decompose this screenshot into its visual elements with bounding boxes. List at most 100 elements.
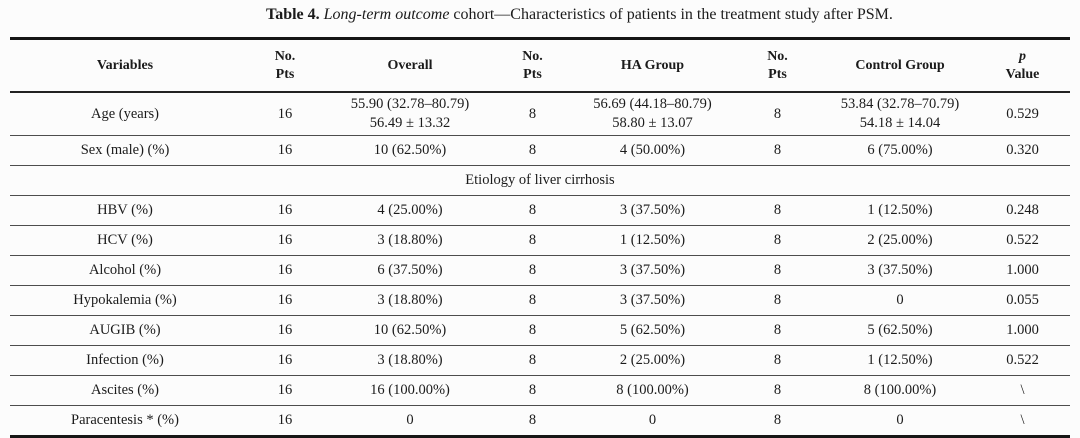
column-header-ha-group: HA Group (575, 38, 730, 94)
value-cell: 16 (240, 315, 330, 346)
value-cell: 8 (730, 135, 825, 166)
value-cell: 10 (62.50%) (330, 135, 490, 166)
column-header-overall: Overall (330, 38, 490, 94)
value-cell: 0.522 (975, 345, 1070, 376)
value-cell: 16 (100.00%) (330, 375, 490, 406)
variable-cell: Age (years) (10, 92, 240, 136)
table-row: Age (years) 16 55.90 (32.78–80.79) 56.49 ± … (10, 92, 1070, 136)
value-cell: 8 (490, 375, 575, 406)
value-cell: 8 (730, 225, 825, 256)
value-cell: 1 (12.50%) (825, 345, 975, 376)
table-row: AUGIB (%) 16 10 (62.50%) 8 5 (62.50%) 8 5 (62.… (10, 315, 1070, 346)
column-header-p-value: p Value (975, 38, 1070, 94)
value-cell: 16 (240, 195, 330, 226)
variable-cell: HBV (%) (10, 195, 240, 226)
value-cell: 55.90 (32.78–80.79) 56.49 ± 13.32 (330, 92, 490, 136)
value-cell: 16 (277, 411, 293, 428)
value-cell: 16 (240, 92, 330, 136)
value-cell: 0 (406, 411, 414, 428)
table-row: Paracentesis * (%) 16 0 8 0 8 0 \ (10, 405, 1070, 436)
value-cell: 3 (37.50%) (825, 255, 975, 286)
table-caption: Table 4. Long-term outcome cohort—Charac… (266, 5, 1072, 24)
value-cell: 3 (37.50%) (575, 285, 730, 316)
variable-cell: Paracentesis * (%) (71, 411, 179, 428)
value-cell: 5 (62.50%) (825, 315, 975, 346)
table-header: Variables No. Pts Overall No. Pts HA Group No. P… (10, 38, 1070, 94)
column-header-no-pts-control: No. Pts (730, 38, 825, 94)
variable-cell: Sex (male) (%) (10, 135, 240, 166)
value-cell: 6 (37.50%) (330, 255, 490, 286)
value-cell: 0.055 (975, 285, 1070, 316)
value-cell: 0.248 (975, 195, 1070, 226)
value-cell: 16 (240, 135, 330, 166)
table-body: Age (years) 16 55.90 (32.78–80.79) 56.49 ± … (10, 92, 1070, 436)
value-cell: 8 (730, 92, 825, 136)
value-cell: 4 (25.00%) (330, 195, 490, 226)
value-cell: 1.000 (975, 255, 1070, 286)
value-cell: 3 (18.80%) (330, 285, 490, 316)
patient-characteristics-table: Variables No. Pts Overall No. Pts HA Group No. P… (10, 37, 1070, 438)
table-row: Sex (male) (%) 16 10 (62.50%) 8 4 (50.00%) 8 6… (10, 135, 1070, 166)
value-cell: 56.69 (44.18–80.79) 58.80 ± 13.07 (575, 92, 730, 136)
variable-cell: AUGIB (%) (10, 315, 240, 346)
value-cell: 0.320 (975, 135, 1070, 166)
value-cell: 8 (490, 255, 575, 286)
value-cell: 10 (62.50%) (330, 315, 490, 346)
value-cell: 8 (490, 315, 575, 346)
table-row: Etiology of liver cirrhosis (10, 165, 1070, 196)
value-cell: 0 (896, 411, 904, 428)
value-cell: 16 (240, 345, 330, 376)
variable-cell: Infection (%) (10, 345, 240, 376)
value-cell: 1 (12.50%) (825, 195, 975, 226)
variable-cell: Ascites (%) (10, 375, 240, 406)
table-row: HBV (%) 16 4 (25.00%) 8 3 (37.50%) 8 1 (12.50%… (10, 195, 1070, 226)
column-header-no-pts-overall: No. Pts (240, 38, 330, 94)
variable-cell: HCV (%) (10, 225, 240, 256)
value-cell: 8 (490, 225, 575, 256)
value-cell: 16 (240, 375, 330, 406)
value-cell: 8 (730, 285, 825, 316)
value-cell: 8 (730, 195, 825, 226)
value-cell: 0.522 (975, 225, 1070, 256)
value-cell: 8 (490, 195, 575, 226)
value-cell: 8 (730, 255, 825, 286)
column-header-no-pts-ha: No. Pts (490, 38, 575, 94)
value-cell: 6 (75.00%) (825, 135, 975, 166)
value-cell: 2 (25.00%) (575, 345, 730, 376)
value-cell: 8 (730, 375, 825, 406)
table-row: Ascites (%) 16 16 (100.00%) 8 8 (100.00%) 8 8 … (10, 375, 1070, 406)
header-row: Variables No. Pts Overall No. Pts HA Group No. P… (10, 38, 1070, 94)
variable-cell: Hypokalemia (%) (10, 285, 240, 316)
value-cell: 8 (730, 315, 825, 346)
value-cell: 8 (490, 92, 575, 136)
column-header-control-group: Control Group (825, 38, 975, 94)
value-cell: 5 (62.50%) (575, 315, 730, 346)
value-cell: 8 (490, 135, 575, 166)
value-cell: 8 (490, 345, 575, 376)
table-row: Hypokalemia (%) 16 3 (18.80%) 8 3 (37.50%) 8 0… (10, 285, 1070, 316)
value-cell: 3 (18.80%) (330, 225, 490, 256)
value-cell: 8 (100.00%) (825, 375, 975, 406)
table-caption-text: cohort—Characteristics of patients in th… (453, 6, 893, 23)
value-cell: 0 (825, 285, 975, 316)
table-caption-label: Table 4. (266, 6, 320, 23)
value-cell: 3 (37.50%) (575, 255, 730, 286)
value-cell: 16 (240, 255, 330, 286)
value-cell: 2 (25.00%) (825, 225, 975, 256)
value-cell: 3 (37.50%) (575, 195, 730, 226)
value-cell: 4 (50.00%) (575, 135, 730, 166)
table-row: HCV (%) 16 3 (18.80%) 8 1 (12.50%) 8 2 (25.00%… (10, 225, 1070, 256)
value-cell: 3 (18.80%) (330, 345, 490, 376)
column-header-variables: Variables (10, 38, 240, 94)
value-cell: 1.000 (975, 315, 1070, 346)
value-cell: 16 (240, 285, 330, 316)
value-cell: 0 (648, 411, 657, 428)
value-cell: 0.529 (975, 92, 1070, 136)
value-cell: 16 (240, 225, 330, 256)
section-label: Etiology of liver cirrhosis (10, 165, 1070, 196)
value-cell: 8 (490, 285, 575, 316)
value-cell: \ (975, 375, 1070, 406)
value-cell: 53.84 (32.78–70.79) 54.18 ± 14.04 (825, 92, 975, 136)
value-cell: 1 (12.50%) (575, 225, 730, 256)
value-cell: 8 (100.00%) (575, 375, 730, 406)
